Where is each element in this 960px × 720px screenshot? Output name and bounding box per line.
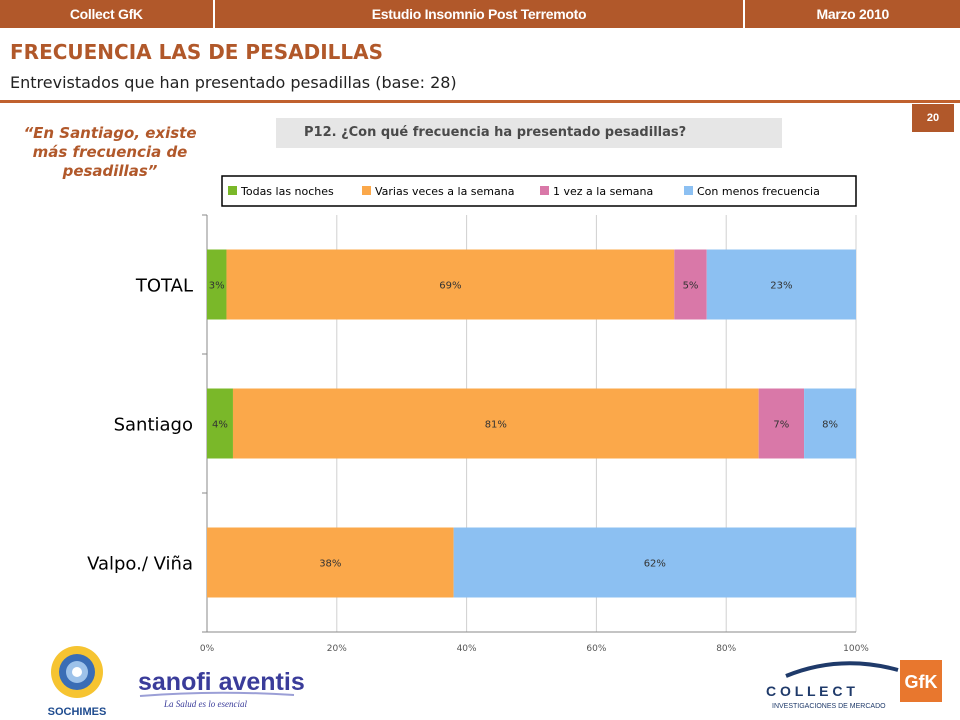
legend-box <box>221 175 857 207</box>
x-tick-label: 80% <box>716 644 736 654</box>
data-label: 7% <box>773 420 789 431</box>
header-bar: Collect GfK Estudio Insomnio Post Terrem… <box>0 0 960 28</box>
legend-swatch <box>684 186 693 195</box>
bar-segment <box>804 388 856 459</box>
bar-segment <box>232 388 759 459</box>
data-label: 62% <box>644 559 666 570</box>
question-text: P12. ¿Con qué frecuencia ha presentado p… <box>304 125 687 140</box>
data-label: 69% <box>439 281 461 292</box>
bar-segment <box>207 388 233 459</box>
sanofi-tagline: La Salud es lo esencial <box>163 699 247 709</box>
data-label: 3% <box>209 281 225 292</box>
legend-swatch <box>362 186 371 195</box>
data-label: 81% <box>485 420 507 431</box>
sanofi-wordmark: sanofi aventis <box>138 668 305 696</box>
legend-swatch <box>228 186 237 195</box>
sochimes-wordmark: SOCHIMES <box>48 706 107 718</box>
bar-segment <box>207 249 227 320</box>
header-right: Marzo 2010 <box>816 6 889 22</box>
sanofi-aventis-logo: sanofi aventis La Salud es lo esencial <box>138 668 305 709</box>
x-tick-label: 40% <box>457 644 477 654</box>
collect-gfk-logo: GfK C O L L E C T INVESTIGACIONES DE MER… <box>766 660 942 710</box>
legend-label: Varias veces a la semana <box>375 185 514 198</box>
data-label: 5% <box>683 281 699 292</box>
x-tick-label: 60% <box>586 644 606 654</box>
question-box: P12. ¿Con qué frecuencia ha presentado p… <box>276 118 782 148</box>
callout-quote: “En Santiago, existe más frecuencia de p… <box>23 124 197 180</box>
bar-segment <box>453 527 856 598</box>
gfk-wordmark: GfK <box>905 672 938 692</box>
category-label: TOTAL <box>135 276 193 297</box>
bar-segment <box>226 249 675 320</box>
page-title: FRECUENCIA LAS DE PESADILLAS <box>10 40 384 64</box>
header-left: Collect GfK <box>0 0 215 28</box>
page-subtitle: Entrevistados que han presentado pesadil… <box>10 73 457 92</box>
page-number: 20 <box>912 104 954 132</box>
data-label: 23% <box>770 281 792 292</box>
sochimes-logo: SOCHIMES <box>48 646 107 718</box>
data-label: 38% <box>319 559 341 570</box>
legend-label: Con menos frecuencia <box>697 185 820 198</box>
legend-swatch <box>540 186 549 195</box>
category-label: Valpo./ Viña <box>87 554 193 575</box>
x-tick-label: 100% <box>843 644 869 654</box>
collect-tagline: INVESTIGACIONES DE MERCADO <box>772 703 886 710</box>
bar-segment <box>758 388 805 459</box>
header-center: Estudio Insomnio Post Terremoto <box>215 0 746 28</box>
legend-label: 1 vez a la semana <box>553 185 653 198</box>
sun-icon <box>51 646 103 698</box>
bar-segment <box>674 249 707 320</box>
data-label: 8% <box>822 420 838 431</box>
collect-wordmark: C O L L E C T <box>766 683 855 699</box>
x-tick-label: 0% <box>200 644 215 654</box>
category-label: Santiago <box>114 415 193 436</box>
x-tick-label: 20% <box>327 644 347 654</box>
title-divider <box>0 100 960 103</box>
bar-segment <box>706 249 856 320</box>
bar-segment <box>207 527 454 598</box>
legend-label: Todas las noches <box>240 185 334 198</box>
data-label: 4% <box>212 420 228 431</box>
